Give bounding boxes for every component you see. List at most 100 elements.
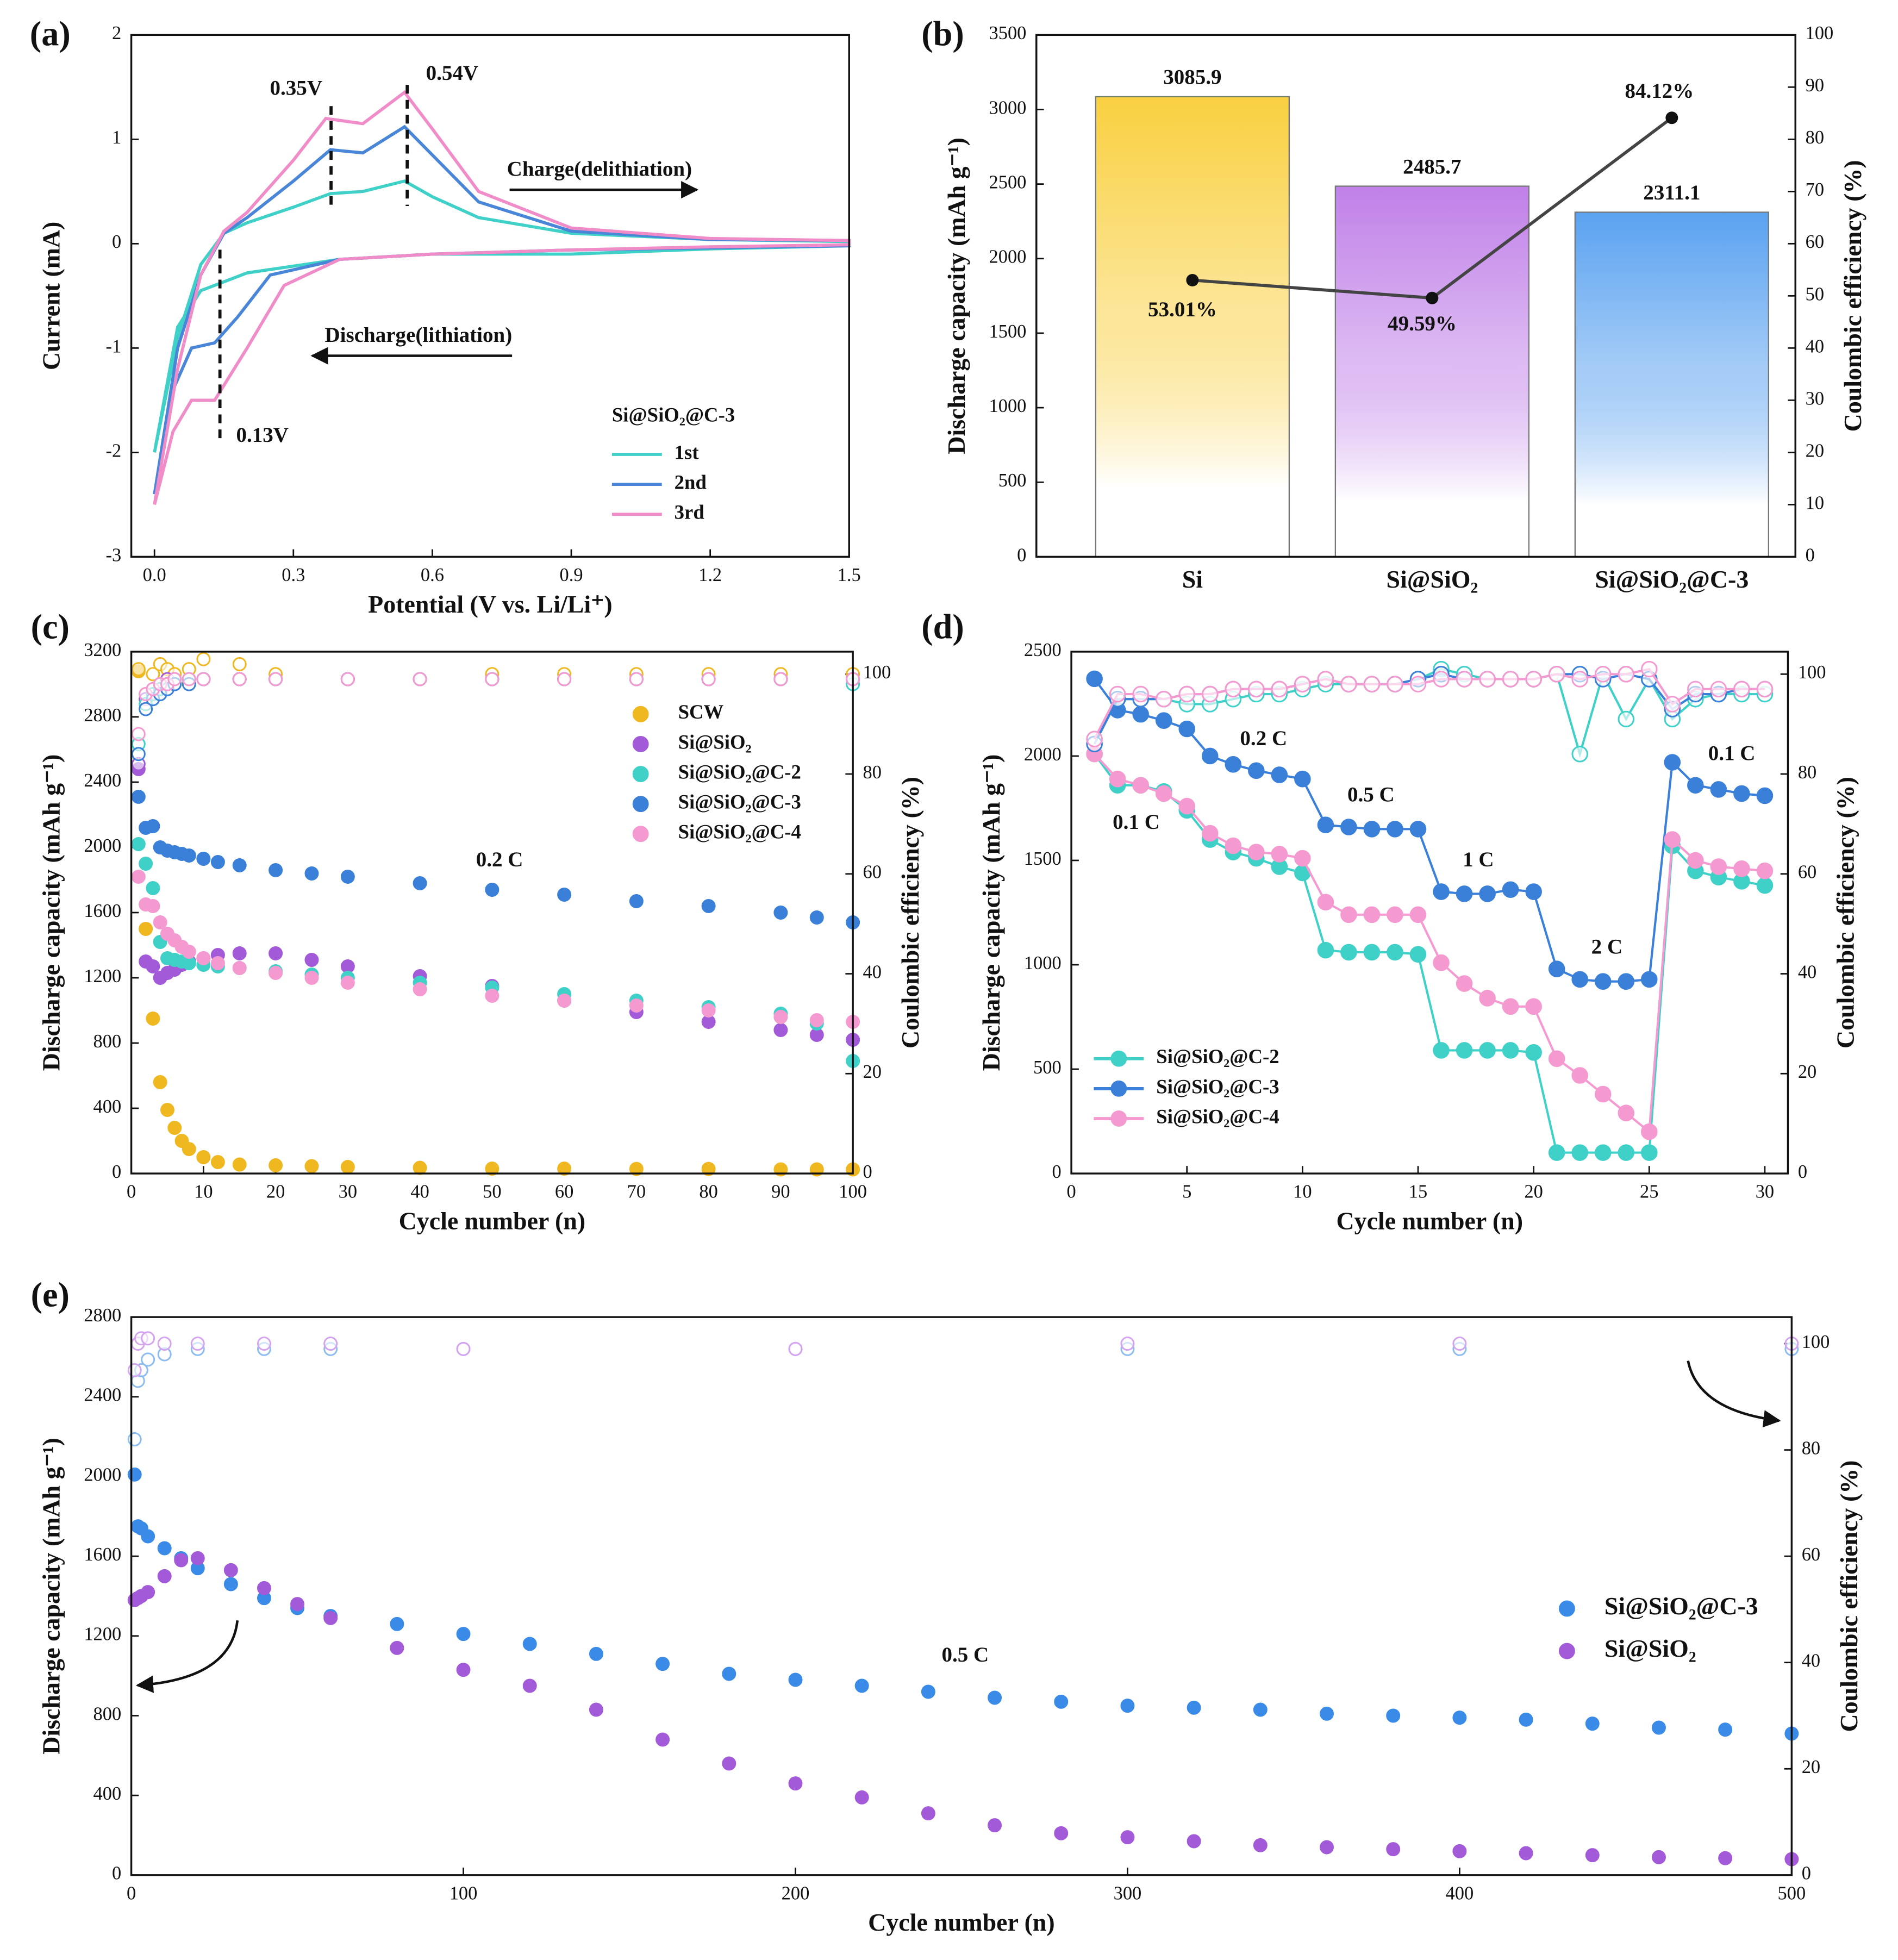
panel: (a) 0.0 0.3 0.6 0.9 1.2 1.5 -3 -2 -1 0 1 2 Potential …: [30, 15, 861, 618]
capacity-point: [1525, 883, 1542, 900]
annotation: Charge(delithiation): [507, 158, 692, 181]
ce-point: [1225, 681, 1242, 698]
legend-marker: [632, 735, 649, 752]
capacity-point: [210, 956, 225, 970]
capacity-point: [701, 898, 716, 913]
capacity-point: [1409, 821, 1427, 838]
value-label: 84.12%: [1625, 79, 1694, 103]
legend-label: Si@SiO₂@C-2: [1156, 1045, 1279, 1068]
capacity-point: [1294, 770, 1311, 788]
capacity-point: [722, 1666, 736, 1681]
capacity-point: [340, 1160, 355, 1174]
y-tick-label: 1500: [989, 321, 1027, 342]
x-tick-label: 90: [771, 1182, 790, 1202]
annotation: 0.5 C: [941, 1643, 989, 1666]
capacity-point: [1132, 777, 1149, 794]
capacity-point: [196, 851, 211, 866]
x-axis-title: Potential (V vs. Li/Li⁺): [368, 590, 612, 618]
capacity-point: [589, 1646, 603, 1661]
ce-point: [1687, 681, 1704, 698]
ce-point: [141, 1352, 155, 1367]
capacity-point: [257, 1581, 271, 1595]
y-tick-label: 1600: [84, 1544, 121, 1565]
capacity-point: [304, 1159, 319, 1173]
value-label: 3085.9: [1163, 66, 1221, 89]
capacity-point: [304, 971, 319, 985]
panel: (e)0 100 200 300 400 500040080012001600200024…: [31, 1275, 1863, 1936]
y-tick-label: 2000: [84, 1464, 121, 1485]
capacity-point: [1132, 706, 1149, 723]
capacity-point: [773, 1023, 788, 1037]
x-tick-label: Si: [1182, 565, 1203, 593]
capacity-point: [854, 1790, 869, 1805]
ce-point: [1665, 111, 1678, 124]
y2-tick-label: 100: [863, 662, 891, 683]
y2-tick-label: 100: [1798, 662, 1826, 683]
capacity-point: [1479, 1042, 1496, 1059]
ce-point: [485, 672, 500, 686]
bar: [1334, 185, 1530, 558]
y-tick-label: 0: [1017, 545, 1026, 565]
panel: (c)0 10 20 30 40 50 60 70 80 90 100040080012001600…: [31, 608, 924, 1235]
value-label: 53.01%: [1148, 298, 1217, 321]
capacity-point: [655, 1657, 670, 1671]
x-axis-title: Cycle number (n): [399, 1207, 586, 1234]
capacity-point: [1618, 973, 1635, 990]
y2-tick-label: 20: [1806, 440, 1824, 461]
legend-marker: [632, 706, 649, 722]
x-tick-label: 60: [555, 1182, 573, 1202]
x-tick-label: 10: [1293, 1182, 1312, 1202]
annotation: 0.13V: [236, 423, 289, 447]
annotation: 0.5 C: [1347, 783, 1395, 806]
capacity-point: [139, 921, 153, 936]
capacity-point: [1756, 787, 1774, 804]
capacity-point: [854, 1678, 869, 1693]
capacity-point: [1548, 960, 1565, 977]
ce-point: [1710, 681, 1727, 698]
y-tick-label: 500: [1033, 1057, 1062, 1078]
ce-point: [1641, 660, 1658, 678]
x-tick-label: 0.0: [143, 565, 166, 585]
legend-label: Si@SiO₂: [1604, 1634, 1696, 1662]
capacity-point: [1294, 850, 1311, 867]
capacity-point: [1387, 906, 1403, 923]
capacity-point: [390, 1616, 404, 1631]
ce-point: [340, 672, 355, 686]
capacity-point: [269, 946, 283, 960]
legend-marker: [632, 766, 649, 782]
capacity-point: [1317, 941, 1334, 959]
capacity-point: [340, 869, 355, 884]
annotation: 0.54V: [426, 61, 479, 85]
y-axis-title: Discharge capacity (mAh g⁻¹): [977, 754, 1005, 1071]
capacity-point: [1641, 1144, 1658, 1161]
ce-point: [1664, 696, 1681, 713]
ce-point: [232, 657, 247, 671]
capacity-point: [1519, 1712, 1533, 1727]
capacity-point: [809, 1162, 824, 1177]
capacity-point: [223, 1563, 238, 1577]
capacity-point: [629, 894, 644, 908]
y2-tick-label: 80: [1806, 127, 1824, 148]
x-tick-label: 80: [699, 1182, 717, 1202]
ce-point: [1502, 671, 1519, 688]
capacity-point: [1502, 1042, 1519, 1059]
capacity-point: [1248, 844, 1265, 860]
ce-point: [773, 672, 788, 686]
capacity-point: [1433, 883, 1450, 900]
plot-frame: [130, 651, 854, 1175]
y-tick-label: 2000: [1024, 744, 1062, 765]
capacity-point: [1571, 1067, 1588, 1084]
capacity-point: [629, 1162, 644, 1176]
capacity-point: [1594, 1144, 1612, 1161]
capacity-point: [1387, 821, 1403, 838]
ce-point: [190, 1337, 205, 1351]
y2-tick-label: 100: [1802, 1332, 1830, 1352]
capacity-point: [1733, 785, 1750, 802]
plot-frame: [130, 34, 850, 558]
capacity-point: [141, 1585, 155, 1600]
x-tick-label: 70: [627, 1182, 646, 1202]
ce-point: [1618, 710, 1635, 728]
capacity-point: [1571, 1144, 1588, 1161]
x-tick-label: 0: [1066, 1182, 1076, 1202]
capacity-point: [1178, 720, 1196, 738]
